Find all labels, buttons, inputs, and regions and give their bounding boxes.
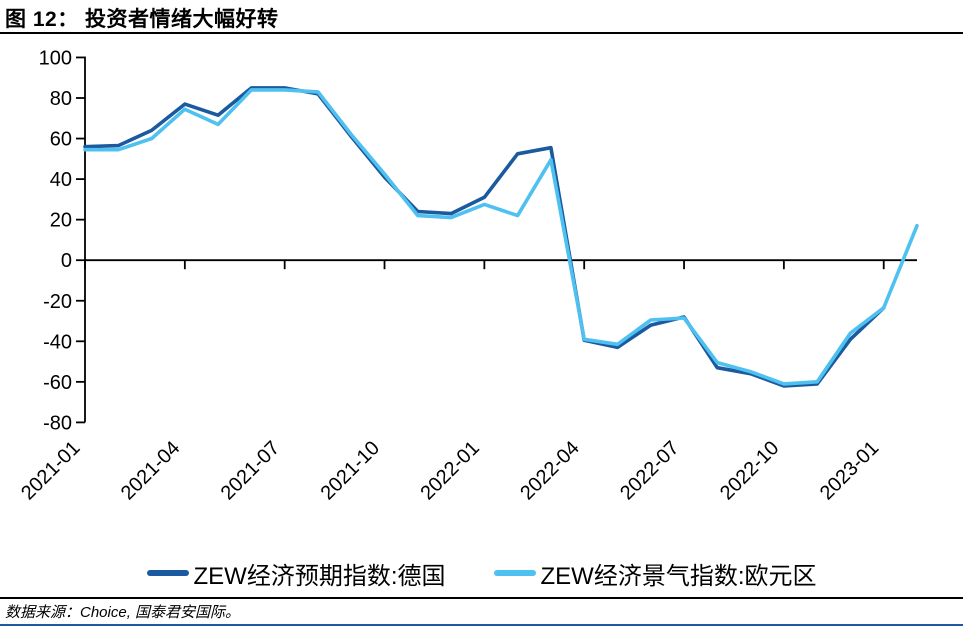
legend-label-germany: ZEW经济预期指数:德国 (193, 562, 446, 590)
y-tick-label: 80 (50, 88, 72, 110)
data-source-note: 数据来源：Choice, 国泰君安国际。 (5, 604, 241, 621)
y-tick-label: 0 (61, 250, 72, 272)
legend-label-eurozone: ZEW经济景气指数:欧元区 (540, 562, 817, 590)
figure-title: 图 12： 投资者情绪大幅好转 (5, 8, 279, 31)
x-tick-label: 2022-10 (716, 437, 783, 504)
x-tick-label: 2021-04 (117, 437, 184, 504)
series-line-germany (83, 86, 886, 388)
y-tick-label: -80 (43, 412, 72, 434)
x-tick-label: 2022-04 (516, 437, 583, 504)
series-line-eurozone (83, 88, 919, 386)
x-tick-label: 2021-01 (17, 437, 84, 504)
eurozone-line-swatch-icon (493, 570, 536, 576)
legend-item-germany: ZEW经济预期指数:德国 (146, 556, 446, 591)
footer-divider (0, 597, 963, 599)
x-tick-label: 2023-01 (816, 437, 883, 504)
y-tick-label: 60 (50, 129, 72, 151)
x-tick-label: 2021-10 (317, 437, 384, 504)
legend-item-eurozone: ZEW经济景气指数:欧元区 (493, 556, 817, 591)
y-axis: 100 80 60 40 20 0 -20 -40 -60 -80 (39, 47, 86, 434)
y-tick-label: 20 (50, 210, 72, 232)
y-tick-label: -40 (43, 331, 72, 353)
bottom-accent-bar (0, 624, 963, 626)
x-tick-label: 2021-07 (217, 437, 284, 504)
y-tick-label: 100 (39, 47, 72, 69)
y-tick-label: -60 (43, 372, 72, 394)
y-tick-label: -20 (43, 291, 72, 313)
x-tick-label: 2022-07 (616, 437, 683, 504)
title-divider (0, 32, 963, 34)
germany-line-swatch-icon (146, 570, 189, 576)
y-tick-label: 40 (50, 169, 72, 191)
x-tick-label: 2022-01 (416, 437, 483, 504)
chart-legend: ZEW经济预期指数:德国 ZEW经济景气指数:欧元区 (0, 555, 963, 591)
